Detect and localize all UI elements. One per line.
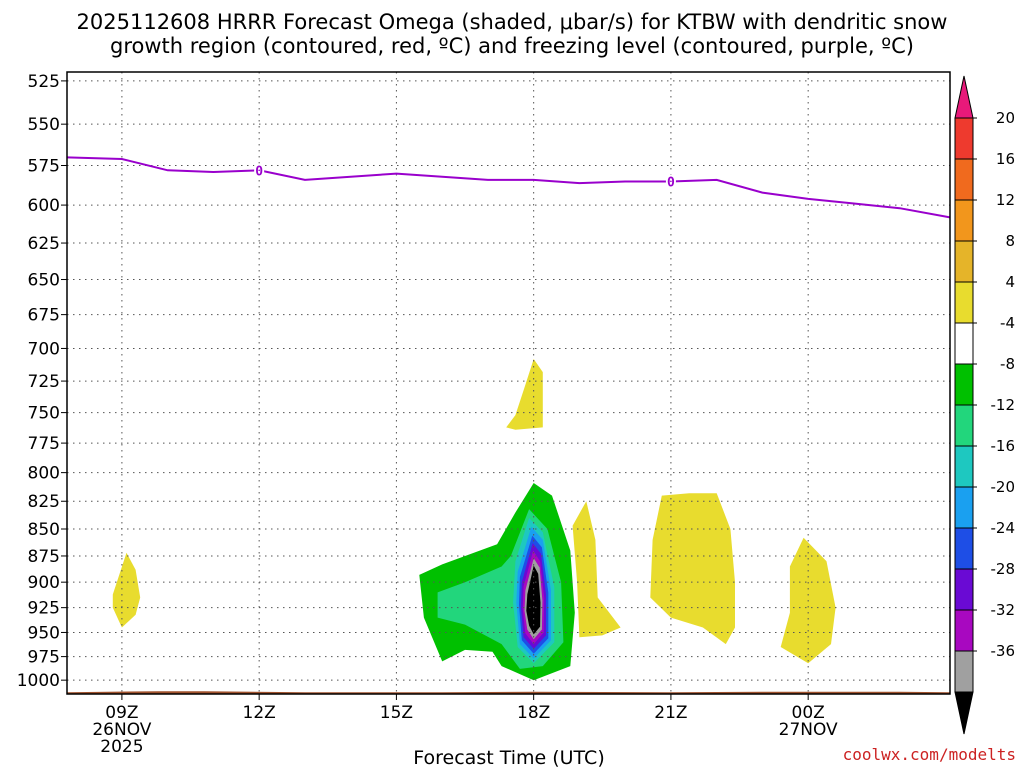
colorbar-segment-1 [954, 117, 974, 160]
colorbar-top-arrow [954, 75, 974, 119]
y-tick-label-750: 750 [28, 404, 60, 424]
y-tick-label-975: 975 [28, 648, 60, 668]
colorbar-label-12: -32 [991, 601, 1016, 619]
x-tick-label-09Z-1: 09Z [105, 703, 138, 723]
y-tick-label-900: 900 [28, 573, 60, 593]
colorbar-label-8: -16 [991, 437, 1016, 455]
y-tick-label-800: 800 [28, 464, 60, 484]
credit-link[interactable]: coolwx.com/modelts [843, 745, 1016, 764]
colorbar-segment-10 [954, 486, 974, 529]
y-tick-label-725: 725 [28, 372, 60, 392]
y-tick-label-625: 625 [28, 234, 60, 254]
x-tick-label-09Z-2: 26NOV [92, 720, 151, 740]
colorbar-bottom-arrow [954, 691, 974, 735]
omega-region-2 [506, 359, 543, 430]
colorbar-segment-9 [954, 445, 974, 488]
colorbar-label-6: -8 [1000, 355, 1015, 373]
y-tick-label-550: 550 [28, 115, 60, 135]
y-tick-label-700: 700 [28, 339, 60, 359]
freezing-level-label-1: 0 [255, 164, 263, 179]
colorbar-segment-2 [954, 158, 974, 201]
omega-shading-layer [112, 359, 836, 681]
y-tick-label-600: 600 [28, 196, 60, 216]
x-tick-label-18Z-1: 18Z [517, 703, 550, 723]
y-tick-label-850: 850 [28, 520, 60, 540]
y-tick-label-675: 675 [28, 306, 60, 326]
colorbar-label-1: 16 [996, 150, 1015, 168]
colorbar-segment-8 [954, 404, 974, 447]
colorbar-segment-3 [954, 199, 974, 242]
y-tick-label-950: 950 [28, 623, 60, 643]
colorbar-label-13: -36 [991, 642, 1016, 660]
y-tick-label-875: 875 [28, 547, 60, 567]
x-axis-label: Forecast Time (UTC) [413, 747, 604, 768]
freezing-level-label-2: 0 [667, 176, 675, 191]
y-axis-ticks: 525 550 575 600 625 650 675 700 725 750 775 800 825 8… [17, 72, 67, 691]
y-tick-label-925: 925 [28, 599, 60, 619]
colorbar-label-0: 20 [996, 109, 1015, 127]
y-tick-label-525: 525 [28, 72, 60, 92]
colorbar-label-4: 4 [1005, 273, 1015, 291]
y-tick-label-650: 650 [28, 271, 60, 291]
plot-frame [66, 71, 951, 695]
y-tick-label-575: 575 [28, 157, 60, 177]
colorbar-label-2: 12 [996, 191, 1015, 209]
colorbar-label-10: -24 [991, 519, 1016, 537]
x-tick-label-00Z-1: 00Z [792, 703, 825, 723]
omega-region-4 [650, 493, 735, 645]
freezing-level-layer: 00 [66, 156, 951, 219]
colorbar-segment-7 [954, 363, 974, 406]
colorbar-label-3: 8 [1005, 232, 1015, 250]
x-tick-label-21Z-1: 21Z [654, 703, 687, 723]
chart-title-line-2: growth region (contoured, red, ºC) and f… [110, 34, 914, 58]
y-tick-label-1000: 1000 [17, 671, 60, 691]
omega-region-3 [572, 501, 621, 638]
chart-title-line-1: 2025112608 HRRR Forecast Omega (shaded, … [77, 10, 948, 34]
x-tick-label-09Z-3: 2025 [100, 737, 143, 757]
colorbar-label-7: -12 [991, 396, 1016, 414]
y-tick-label-825: 825 [28, 492, 60, 512]
freezing-label-bg-2 [665, 174, 676, 189]
colorbar-segment-14 [954, 650, 974, 693]
colorbar-segment-4 [954, 240, 974, 283]
x-tick-label-12Z-1: 12Z [243, 703, 276, 723]
colorbar-segment-6 [954, 322, 974, 365]
colorbar-segment-12 [954, 568, 974, 611]
y-tick-label-775: 775 [28, 434, 60, 454]
omega-region-1 [112, 552, 141, 628]
colorbar: 20 16 12 8 4 -4 -8 -12 -16 -20 -24 -28 -32 -36 [954, 75, 1016, 735]
colorbar-segment-11 [954, 527, 974, 570]
colorbar-segment-5 [954, 281, 974, 324]
x-tick-label-00Z-2: 27NOV [779, 720, 838, 740]
colorbar-segment-13 [954, 609, 974, 652]
colorbar-label-11: -28 [991, 560, 1016, 578]
colorbar-label-9: -20 [991, 478, 1016, 496]
x-tick-label-15Z-1: 15Z [380, 703, 413, 723]
freezing-label-bg-1 [254, 163, 265, 178]
colorbar-label-5: -4 [1000, 314, 1015, 332]
omega-region-14 [526, 565, 541, 635]
freezing-level-line [66, 156, 951, 219]
